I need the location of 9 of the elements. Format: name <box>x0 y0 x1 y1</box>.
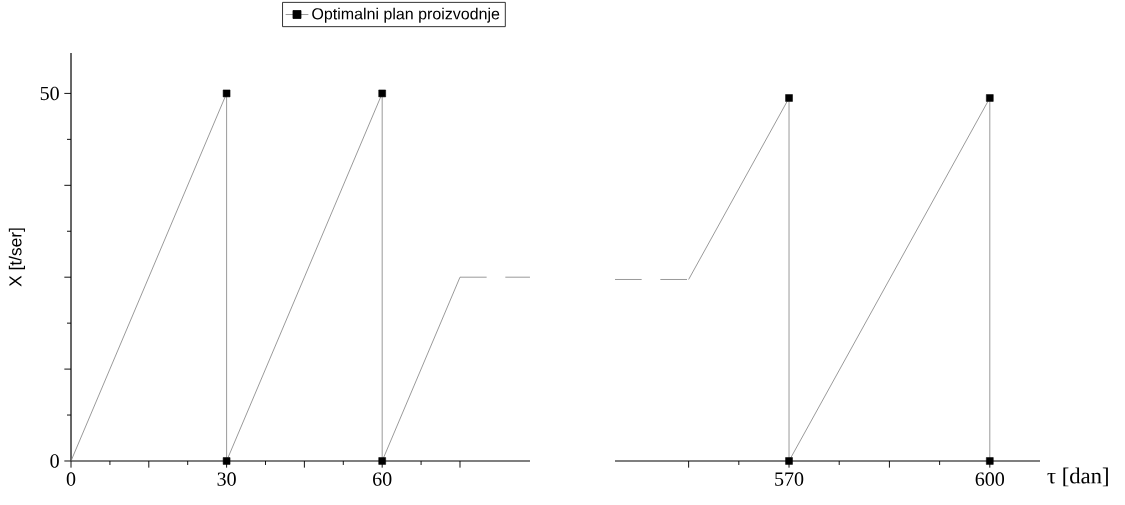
x-tick-label: 570 <box>775 472 804 486</box>
x-tick-label: 0 <box>66 472 76 486</box>
y-tick-label: 50 <box>40 86 59 101</box>
x-tick-label: 600 <box>975 472 1005 486</box>
y-axis-title: X [t/ser] <box>8 228 25 287</box>
x-axis-title: τ [dan] <box>1047 467 1108 487</box>
legend-label: Optimalni plan proizvodnje <box>312 7 500 23</box>
x-tick-label: 30 <box>217 472 236 486</box>
x-tick-label: 60 <box>373 472 392 486</box>
